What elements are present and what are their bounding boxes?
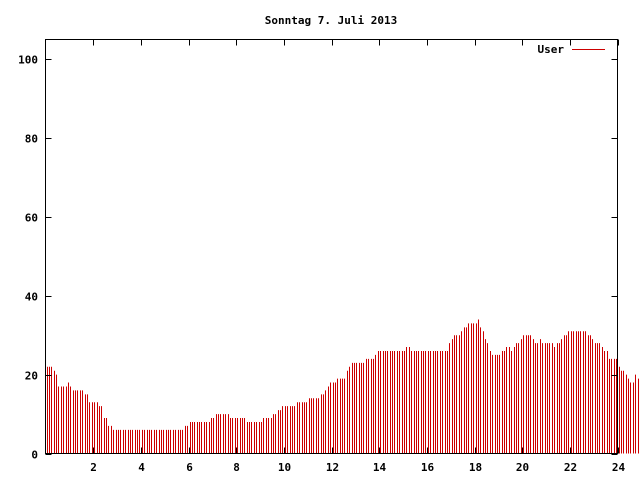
y-tick-label: 80	[25, 133, 38, 146]
x-tick-label: 12	[326, 461, 339, 474]
x-tick-label: 20	[516, 461, 529, 474]
x-tick-label: 16	[421, 461, 435, 474]
y-tick-label: 20	[25, 370, 38, 383]
x-tick-label: 6	[186, 461, 193, 474]
y-tick-label: 0	[31, 449, 38, 462]
y-tick-label: 100	[18, 54, 38, 67]
x-tick-label: 8	[233, 461, 240, 474]
bar-series-user	[47, 319, 639, 454]
x-tick-label: 2	[90, 461, 97, 474]
x-tick-label: 22	[564, 461, 577, 474]
x-tick-label: 14	[373, 461, 387, 474]
x-axis-tick-labels: 2 4 6 8 10 12 14 16 18 20 22 24	[90, 461, 625, 474]
plot-frame	[45, 39, 618, 454]
legend-label-user: User	[538, 43, 565, 56]
x-tick-label: 10	[278, 461, 291, 474]
y-axis-tick-labels: 0 20 40 60 80 100	[18, 54, 38, 462]
legend: User	[538, 43, 605, 56]
axis-ticks	[45, 39, 619, 455]
x-tick-label: 18	[469, 461, 482, 474]
x-tick-label: 4	[138, 461, 145, 474]
x-tick-label: 24	[612, 461, 626, 474]
y-tick-label: 60	[25, 212, 38, 225]
chart-title: Sonntag 7. Juli 2013	[265, 14, 397, 27]
y-tick-label: 40	[25, 291, 38, 304]
